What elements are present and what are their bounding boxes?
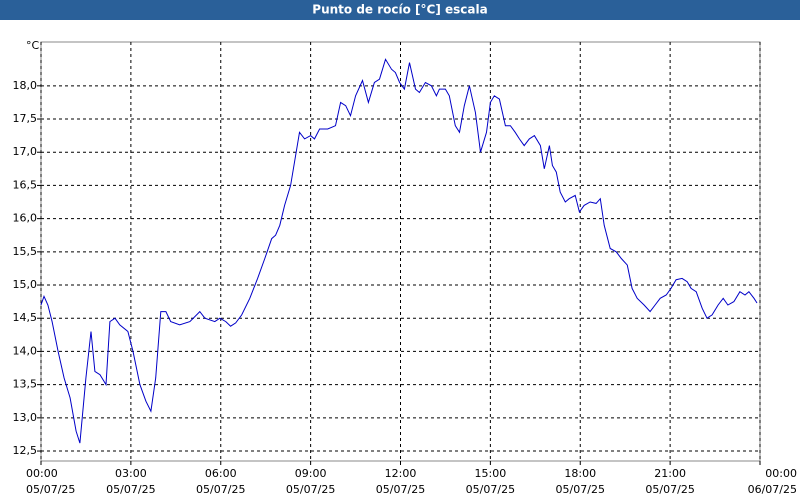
- x-tick-date: 05/07/25: [556, 483, 605, 496]
- x-tick-label: 00:00: [26, 467, 58, 480]
- y-tick-label: 14,5: [13, 311, 38, 324]
- x-tick-label: 21:00: [654, 467, 686, 480]
- y-tick-label: 13,0: [13, 411, 38, 424]
- x-tick-date: 05/07/25: [645, 483, 694, 496]
- x-tick-label: 18:00: [564, 467, 596, 480]
- x-tick-date: 05/07/25: [286, 483, 335, 496]
- y-tick-label: 14,0: [13, 344, 38, 357]
- x-tick-date: 05/07/25: [106, 483, 155, 496]
- y-tick-label: 16,0: [13, 212, 38, 225]
- y-tick-label: 17,0: [13, 145, 38, 158]
- x-tick-label: 03:00: [115, 467, 147, 480]
- x-tick-label: 15:00: [475, 467, 507, 480]
- x-tick-label: 09:00: [295, 467, 327, 480]
- y-tick-label: 18,0: [13, 79, 38, 92]
- x-tick-date: 05/07/25: [376, 483, 425, 496]
- x-tick-date: 05/07/25: [196, 483, 245, 496]
- x-tick-label: 12:00: [385, 467, 417, 480]
- y-tick-label: 15,5: [13, 245, 38, 258]
- y-unit: °C: [26, 39, 40, 52]
- y-tick-label: 15,0: [13, 278, 38, 291]
- y-tick-label: 17,5: [13, 112, 38, 125]
- x-tick-date: 05/07/25: [26, 483, 75, 496]
- y-tick-label: 12,5: [13, 444, 38, 457]
- y-tick-label: 16,5: [13, 178, 38, 191]
- y-tick-label: 13,5: [13, 378, 38, 391]
- x-tick-label: 06:00: [205, 467, 237, 480]
- chart-title: Punto de rocío [°C] escala: [312, 3, 487, 17]
- x-tick-date: 05/07/25: [466, 483, 515, 496]
- x-tick-date: 06/07/25: [748, 483, 797, 496]
- title-bar: [0, 0, 800, 20]
- data-line: [40, 58, 758, 444]
- x-tick-label: 00:00: [765, 467, 797, 480]
